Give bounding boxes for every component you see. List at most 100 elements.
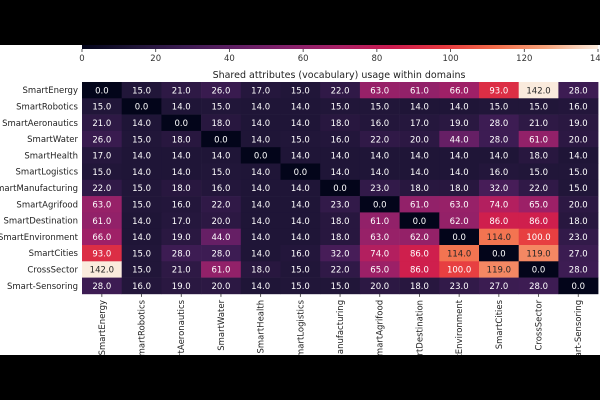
heatmap-cell: [479, 212, 519, 229]
cell-value-label: 114.0: [447, 249, 471, 259]
heatmap-cell: [201, 261, 242, 278]
column-label: SmartAgrifood: [376, 300, 386, 355]
heatmap-cells: 0.0 15.0 21.0 26.0 17.0 15.0 22.0 63.0 61.0 66.0 9…: [82, 82, 599, 295]
heatmap-cell: [518, 212, 559, 229]
heatmap-cell: [518, 163, 559, 181]
heatmap-cell: [82, 130, 122, 148]
cell-value-label: 65.0: [529, 200, 548, 210]
heatmap-cell: [201, 82, 242, 99]
heatmap-cell: [479, 147, 519, 164]
cell-value-label: 86.0: [489, 217, 508, 227]
cell-value-label: 19.0: [172, 233, 191, 243]
heatmap-cell: [439, 130, 480, 148]
heatmap-cell: [161, 277, 202, 295]
heatmap-cell: [161, 163, 202, 181]
heatmap-cell: [82, 261, 122, 278]
cell-value-label: 14.0: [450, 103, 469, 113]
cell-value-label: 14.0: [331, 152, 350, 162]
cell-value-label: 14.0: [331, 168, 350, 178]
heatmap-cell: [280, 228, 321, 246]
colorbar-tick-label: 80: [371, 54, 382, 64]
heatmap-cell: [161, 212, 202, 229]
heatmap-cell: [82, 98, 122, 115]
cell-value-label: 14.0: [251, 249, 270, 259]
cell-value-label: 16.0: [489, 168, 508, 178]
cell-value-label: 15.0: [132, 135, 151, 145]
cell-value-label: 16.0: [132, 282, 151, 292]
heatmap-cell: [439, 261, 480, 278]
cell-value-label: 15.0: [92, 168, 111, 178]
heatmap-cell: [121, 277, 162, 295]
row-label: SmartCities: [29, 249, 79, 259]
cell-value-label: 28.0: [569, 86, 588, 96]
heatmap-cell: [121, 179, 162, 197]
heatmap-cell: [201, 147, 242, 164]
heatmap-cell: [161, 261, 202, 278]
cell-value-label: 28.0: [489, 135, 508, 145]
heatmap-cell: [121, 245, 162, 262]
cell-value-label: 19.0: [172, 282, 191, 292]
heatmap-cell: [399, 228, 440, 246]
row-label: CrossSector: [27, 265, 78, 275]
column-label: SmartEnvironment: [455, 299, 465, 355]
cell-value-label: 14.0: [410, 152, 429, 162]
heatmap-cell: [82, 114, 122, 132]
heatmap-cell: [518, 82, 559, 99]
chart-title: Shared attributes (vocabulary) usage wit…: [213, 70, 466, 81]
column-label: SmartDestination: [415, 300, 425, 355]
cell-value-label: 15.0: [569, 168, 588, 178]
cell-value-label: 22.0: [92, 184, 111, 194]
heatmap-cell: [320, 147, 361, 164]
heatmap-cell: [359, 261, 400, 278]
heatmap-cell: [359, 179, 400, 197]
cell-value-label: 20.0: [370, 282, 389, 292]
cell-value-label: 20.0: [410, 135, 429, 145]
cell-value-label: 74.0: [370, 249, 389, 259]
cell-value-label: 16.0: [331, 135, 350, 145]
cell-value-label: 14.0: [251, 103, 270, 113]
heatmap-cell: [201, 179, 242, 197]
row-label: SmartEnvironment: [0, 233, 79, 243]
cell-value-label: 23.0: [331, 200, 350, 210]
heatmap-cell: [201, 130, 242, 148]
heatmap-cell: [280, 245, 321, 262]
heatmap-cell: [399, 82, 440, 99]
heatmap-cell: [240, 82, 281, 99]
cell-value-label: 28.0: [489, 119, 508, 129]
heatmap-cell: [201, 114, 242, 132]
heatmap-cell: [201, 245, 242, 262]
heatmap-cell: [518, 196, 559, 213]
cell-value-label: 14.0: [291, 119, 310, 129]
heatmap-cell: [82, 196, 122, 213]
cell-value-label: 28.0: [529, 282, 548, 292]
heatmap-cell: [439, 212, 480, 229]
cell-value-label: 16.0: [291, 249, 310, 259]
cell-value-label: 15.0: [132, 86, 151, 96]
cell-value-label: 32.0: [489, 184, 508, 194]
cell-value-label: 16.0: [569, 103, 588, 113]
cell-value-label: 32.0: [331, 249, 350, 259]
heatmap-cell: [121, 147, 162, 164]
colorbar-tick-label: 40: [224, 54, 235, 64]
cell-value-label: 0.0: [571, 282, 585, 292]
cell-value-label: 0.0: [214, 135, 228, 145]
cell-value-label: 21.0: [92, 119, 111, 129]
heatmap-cell: [558, 261, 599, 278]
cell-value-label: 14.0: [172, 168, 191, 178]
cell-value-label: 0.0: [413, 217, 427, 227]
cell-value-label: 21.0: [172, 266, 191, 276]
cell-value-label: 15.0: [569, 184, 588, 194]
cell-value-label: 15.0: [291, 266, 310, 276]
heatmap-cell: [320, 196, 361, 213]
cell-value-label: 18.0: [331, 119, 350, 129]
cell-value-label: 16.0: [172, 200, 191, 210]
heatmap-cell: [161, 179, 202, 197]
cell-value-label: 86.0: [410, 266, 429, 276]
row-label: SmartWater: [27, 135, 78, 145]
heatmap-cell: [121, 212, 162, 229]
heatmap-cell: [359, 245, 400, 262]
cell-value-label: 0.0: [492, 249, 506, 259]
heatmap-cell: [558, 130, 599, 148]
heatmap-cell: [479, 228, 519, 246]
heatmap-cell: [518, 147, 559, 164]
